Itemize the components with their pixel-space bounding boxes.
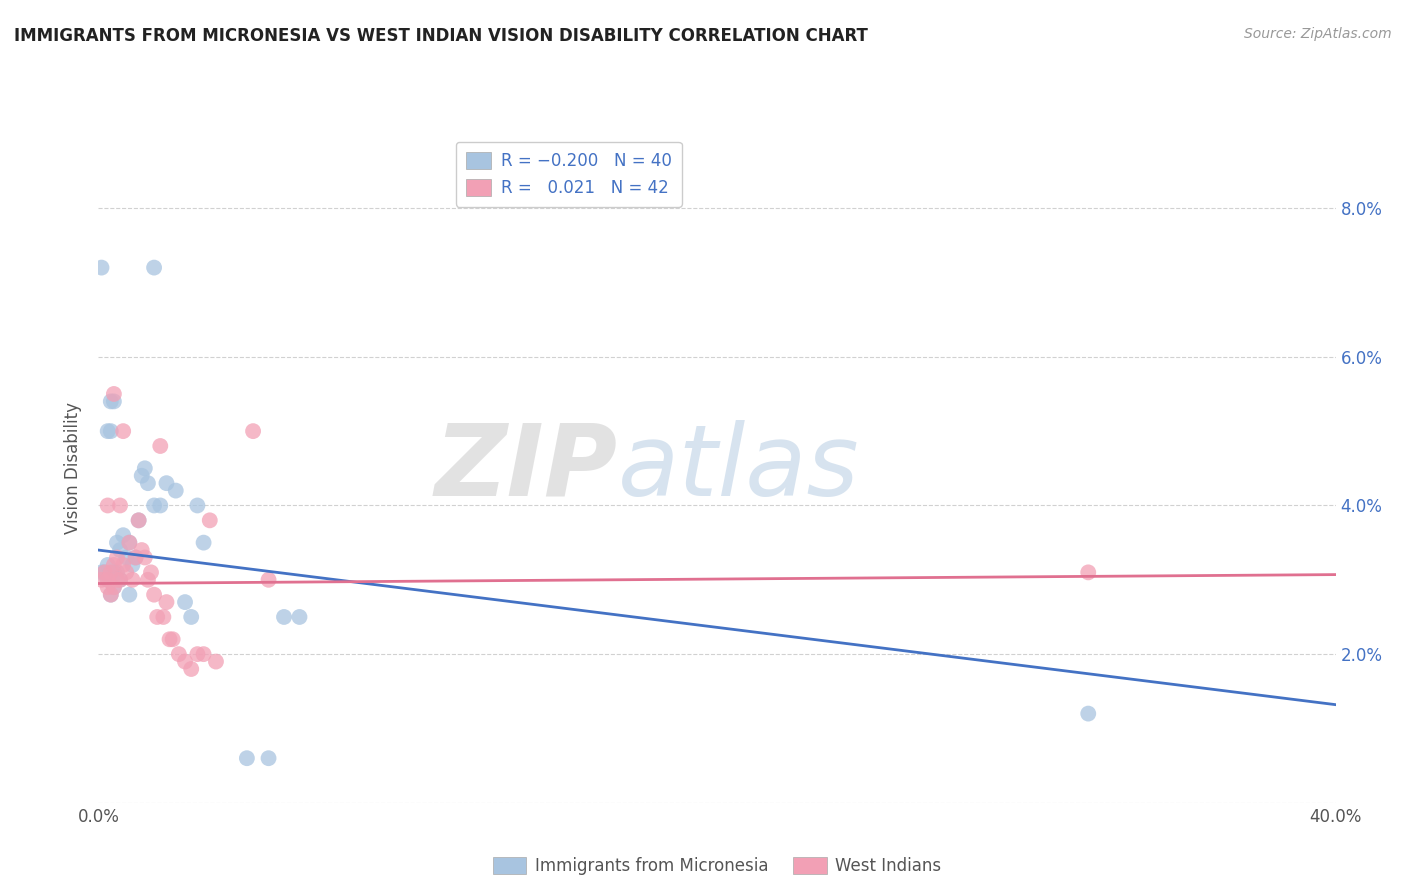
Point: [90, 566, 112, 580]
Text: IMMIGRANTS FROM MICRONESIA VS WEST INDIAN VISION DISABILITY CORRELATION CHART: IMMIGRANTS FROM MICRONESIA VS WEST INDIA…: [14, 27, 868, 45]
Point: [139, 566, 162, 580]
Point: [103, 580, 125, 594]
Point: [97, 573, 120, 587]
Point: [288, 610, 311, 624]
Point: [103, 558, 125, 572]
Point: [149, 439, 172, 453]
Point: [103, 387, 125, 401]
Point: [193, 647, 215, 661]
Point: [90, 573, 112, 587]
Point: [108, 573, 131, 587]
Point: [105, 550, 128, 565]
Point: [174, 655, 197, 669]
Point: [112, 528, 135, 542]
Point: [198, 513, 221, 527]
Point: [134, 550, 156, 565]
Point: [112, 558, 135, 572]
Point: [143, 588, 166, 602]
Point: [100, 394, 122, 409]
Text: Source: ZipAtlas.com: Source: ZipAtlas.com: [1244, 27, 1392, 41]
Point: [136, 573, 159, 587]
Point: [128, 513, 150, 527]
Point: [97, 573, 120, 587]
Point: [115, 566, 138, 580]
Legend: Immigrants from Micronesia, West Indians: Immigrants from Micronesia, West Indians: [486, 850, 948, 881]
Point: [236, 751, 259, 765]
Point: [136, 476, 159, 491]
Point: [180, 610, 202, 624]
Point: [118, 535, 141, 549]
Point: [100, 588, 122, 602]
Point: [103, 580, 125, 594]
Point: [152, 610, 174, 624]
Point: [105, 573, 128, 587]
Point: [108, 573, 131, 587]
Point: [186, 647, 208, 661]
Point: [93, 566, 115, 580]
Point: [1077, 706, 1099, 721]
Point: [108, 543, 131, 558]
Point: [97, 580, 120, 594]
Point: [186, 499, 208, 513]
Point: [121, 558, 143, 572]
Point: [273, 610, 295, 624]
Point: [146, 610, 169, 624]
Point: [108, 499, 131, 513]
Point: [124, 550, 146, 565]
Point: [121, 573, 143, 587]
Point: [124, 550, 146, 565]
Point: [112, 424, 135, 438]
Point: [257, 751, 280, 765]
Point: [115, 550, 138, 565]
Point: [105, 566, 128, 580]
Point: [103, 566, 125, 580]
Point: [100, 424, 122, 438]
Point: [118, 588, 141, 602]
Point: [167, 647, 190, 661]
Point: [105, 535, 128, 549]
Point: [97, 424, 120, 438]
Y-axis label: Vision Disability: Vision Disability: [65, 402, 83, 534]
Point: [242, 424, 264, 438]
Point: [205, 655, 228, 669]
Point: [100, 588, 122, 602]
Text: atlas: atlas: [619, 420, 859, 516]
Point: [165, 483, 187, 498]
Point: [131, 543, 153, 558]
Point: [131, 468, 153, 483]
Text: ZIP: ZIP: [434, 420, 619, 516]
Point: [143, 260, 166, 275]
Point: [143, 499, 166, 513]
Point: [159, 632, 181, 647]
Point: [97, 558, 120, 572]
Point: [180, 662, 202, 676]
Point: [93, 566, 115, 580]
Point: [118, 535, 141, 549]
Point: [155, 595, 177, 609]
Point: [1077, 566, 1099, 580]
Point: [90, 260, 112, 275]
Point: [193, 535, 215, 549]
Point: [134, 461, 156, 475]
Point: [97, 499, 120, 513]
Point: [128, 513, 150, 527]
Point: [103, 394, 125, 409]
Point: [155, 476, 177, 491]
Point: [174, 595, 197, 609]
Point: [257, 573, 280, 587]
Point: [162, 632, 184, 647]
Point: [149, 499, 172, 513]
Point: [100, 566, 122, 580]
